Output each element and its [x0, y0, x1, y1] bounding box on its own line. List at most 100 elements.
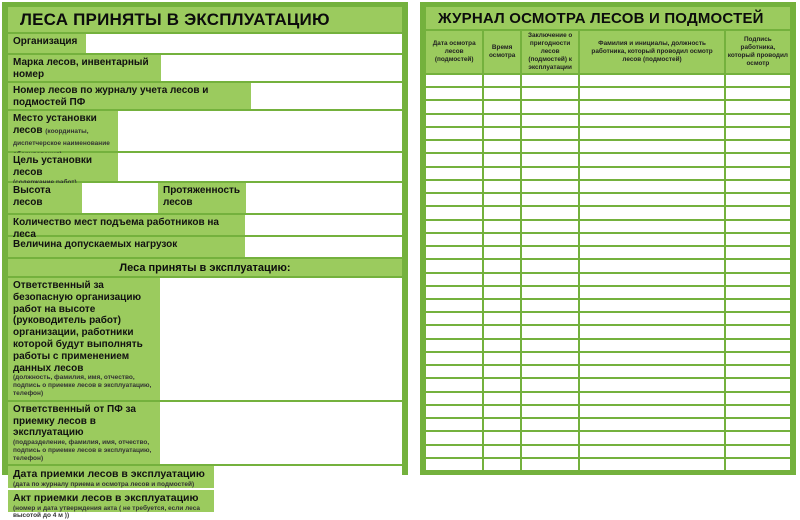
- journal-cell[interactable]: [484, 154, 520, 166]
- journal-cell[interactable]: [521, 405, 579, 418]
- journal-cell[interactable]: [580, 88, 724, 100]
- journal-cell[interactable]: [521, 379, 579, 391]
- journal-cell[interactable]: [580, 114, 724, 126]
- journal-cell[interactable]: [580, 233, 724, 246]
- journal-cell[interactable]: [426, 458, 483, 471]
- journal-cell[interactable]: [580, 392, 724, 404]
- journal-cell[interactable]: [521, 432, 579, 444]
- journal-cell[interactable]: [426, 101, 483, 113]
- journal-cell[interactable]: [725, 405, 790, 418]
- journal-cell[interactable]: [521, 233, 579, 246]
- journal-cell[interactable]: [426, 286, 483, 298]
- journal-cell[interactable]: [426, 405, 483, 418]
- journal-cell[interactable]: [580, 273, 724, 285]
- journal-cell[interactable]: [580, 207, 724, 219]
- journal-cell[interactable]: [521, 458, 579, 471]
- journal-cell[interactable]: [484, 339, 520, 351]
- journal-cell[interactable]: [521, 339, 579, 351]
- journal-cell[interactable]: [426, 419, 483, 431]
- journal-cell[interactable]: [725, 220, 790, 232]
- journal-cell[interactable]: [484, 114, 520, 126]
- journal-cell[interactable]: [426, 75, 483, 87]
- journal-cell[interactable]: [426, 233, 483, 246]
- journal-cell[interactable]: [580, 127, 724, 140]
- journal-cell[interactable]: [426, 127, 483, 140]
- journal-cell[interactable]: [580, 75, 724, 87]
- install-purpose-field[interactable]: [118, 153, 402, 181]
- journal-cell[interactable]: [725, 339, 790, 351]
- journal-cell[interactable]: [725, 127, 790, 140]
- journal-cell[interactable]: [580, 313, 724, 325]
- journal-cell[interactable]: [725, 286, 790, 298]
- acceptance-act-field[interactable]: [214, 489, 402, 512]
- journal-cell[interactable]: [521, 114, 579, 126]
- journal-cell[interactable]: [725, 260, 790, 272]
- journal-cell[interactable]: [580, 247, 724, 259]
- safety-responsible-field[interactable]: [160, 278, 402, 400]
- journal-cell[interactable]: [484, 366, 520, 378]
- journal-cell[interactable]: [725, 154, 790, 166]
- journal-cell[interactable]: [484, 352, 520, 365]
- journal-cell[interactable]: [725, 392, 790, 404]
- journal-cell[interactable]: [521, 154, 579, 166]
- journal-cell[interactable]: [580, 458, 724, 471]
- journal-cell[interactable]: [580, 194, 724, 206]
- journal-cell[interactable]: [580, 154, 724, 166]
- journal-cell[interactable]: [484, 88, 520, 100]
- journal-cell[interactable]: [426, 445, 483, 457]
- journal-cell[interactable]: [426, 114, 483, 126]
- journal-cell[interactable]: [521, 286, 579, 298]
- journal-cell[interactable]: [484, 299, 520, 312]
- journal-cell[interactable]: [725, 379, 790, 391]
- height-field[interactable]: [82, 183, 158, 213]
- journal-cell[interactable]: [426, 392, 483, 404]
- journal-cell[interactable]: [725, 313, 790, 325]
- journal-cell[interactable]: [580, 339, 724, 351]
- brand-field[interactable]: [161, 55, 402, 81]
- journal-cell[interactable]: [580, 101, 724, 113]
- journal-cell[interactable]: [580, 299, 724, 312]
- journal-cell[interactable]: [484, 405, 520, 418]
- journal-cell[interactable]: [580, 220, 724, 232]
- journal-cell[interactable]: [484, 75, 520, 87]
- journal-cell[interactable]: [426, 141, 483, 153]
- journal-cell[interactable]: [725, 432, 790, 444]
- journal-cell[interactable]: [484, 313, 520, 325]
- journal-cell[interactable]: [580, 286, 724, 298]
- journal-cell[interactable]: [426, 180, 483, 193]
- length-field[interactable]: [246, 183, 402, 213]
- journal-cell[interactable]: [426, 366, 483, 378]
- journal-cell[interactable]: [426, 273, 483, 285]
- journal-cell[interactable]: [426, 313, 483, 325]
- journal-cell[interactable]: [725, 207, 790, 219]
- journal-cell[interactable]: [484, 247, 520, 259]
- journal-cell[interactable]: [580, 445, 724, 457]
- journal-cell[interactable]: [426, 352, 483, 365]
- journal-cell[interactable]: [725, 366, 790, 378]
- journal-cell[interactable]: [521, 313, 579, 325]
- journal-cell[interactable]: [521, 141, 579, 153]
- journal-cell[interactable]: [521, 207, 579, 219]
- journal-cell[interactable]: [725, 88, 790, 100]
- journal-cell[interactable]: [426, 220, 483, 232]
- journal-cell[interactable]: [725, 101, 790, 113]
- journal-cell[interactable]: [725, 273, 790, 285]
- journal-cell[interactable]: [484, 194, 520, 206]
- journal-cell[interactable]: [521, 194, 579, 206]
- journal-cell[interactable]: [580, 326, 724, 338]
- load-limit-field[interactable]: [245, 237, 402, 257]
- journal-cell[interactable]: [484, 101, 520, 113]
- journal-cell[interactable]: [484, 432, 520, 444]
- journal-cell[interactable]: [426, 299, 483, 312]
- journal-cell[interactable]: [725, 233, 790, 246]
- journal-cell[interactable]: [426, 326, 483, 338]
- journal-cell[interactable]: [725, 141, 790, 153]
- journal-cell[interactable]: [484, 127, 520, 140]
- journal-cell[interactable]: [484, 260, 520, 272]
- journal-cell[interactable]: [521, 299, 579, 312]
- journal-cell[interactable]: [484, 167, 520, 179]
- journal-cell[interactable]: [580, 379, 724, 391]
- journal-cell[interactable]: [521, 366, 579, 378]
- journal-cell[interactable]: [725, 419, 790, 431]
- journal-cell[interactable]: [484, 419, 520, 431]
